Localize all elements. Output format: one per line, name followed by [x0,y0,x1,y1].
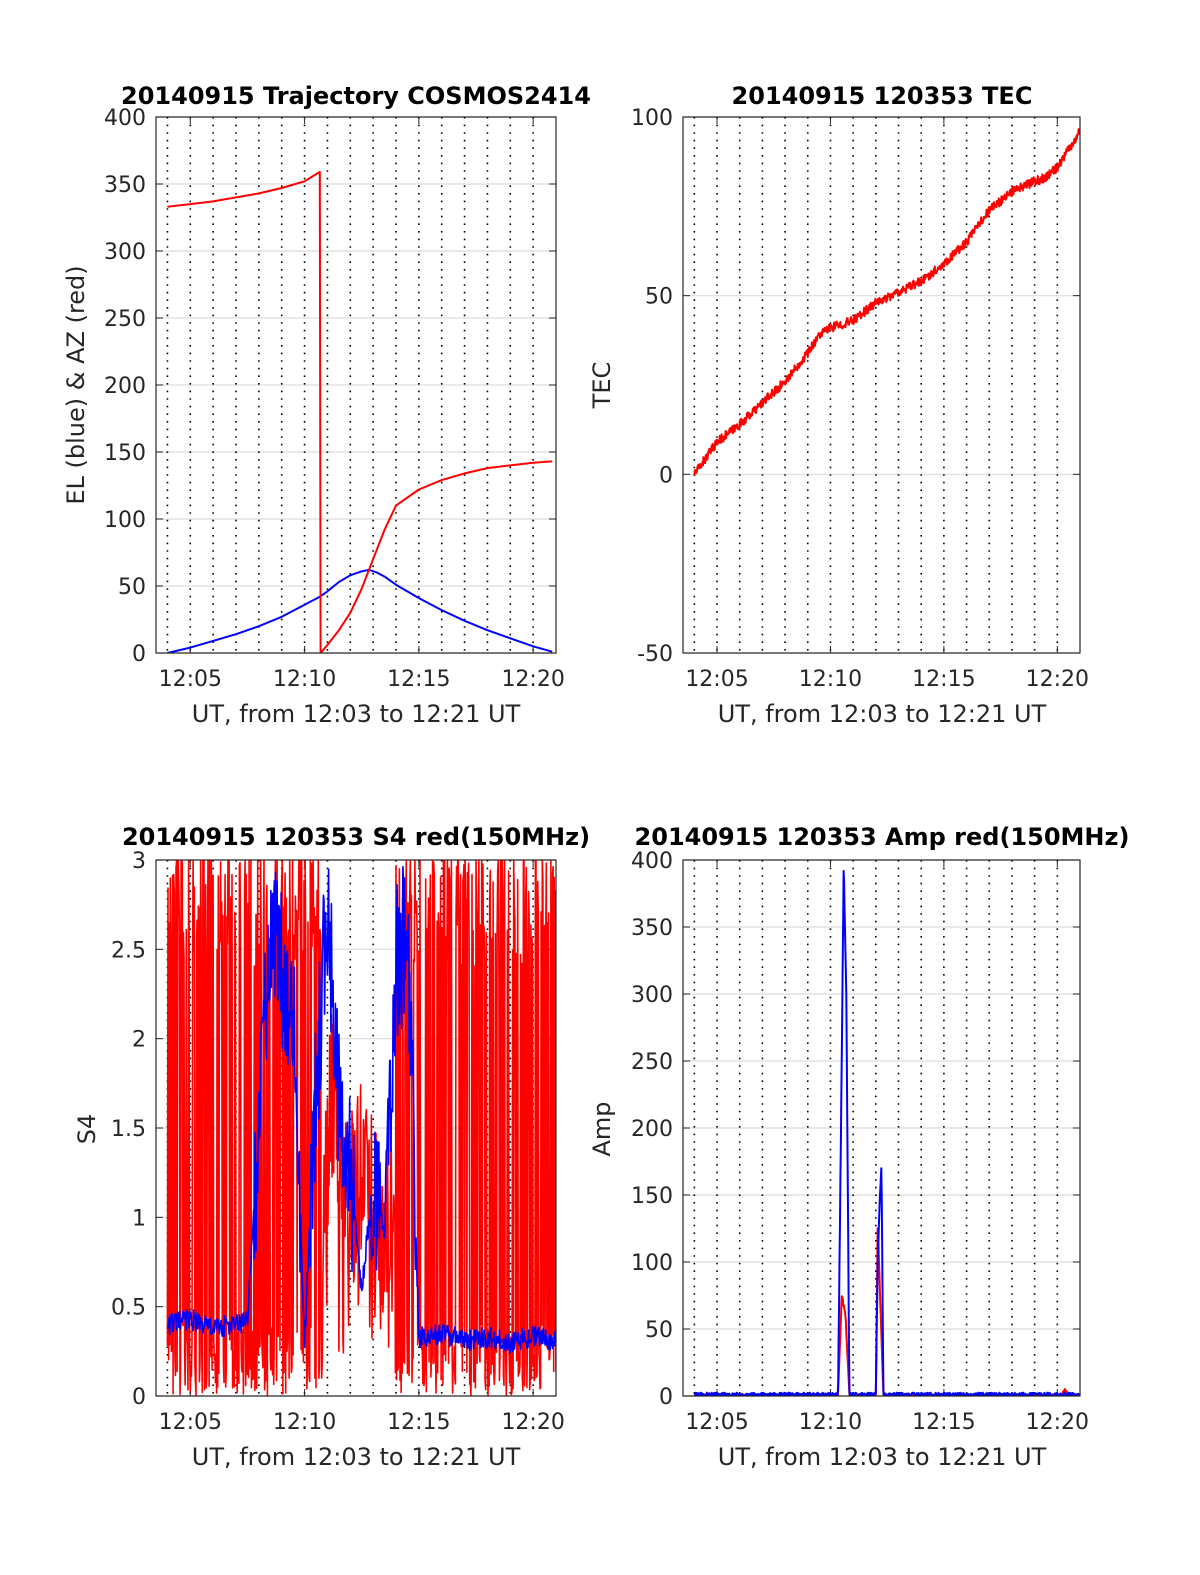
chart-title-trajectory: 20140915 Trajectory COSMOS2414 [121,82,591,110]
y-tick-label: 400 [631,849,673,874]
y-tick-label: 0 [659,463,673,488]
series-line-red [166,860,556,1396]
y-tick-label: 300 [104,240,146,265]
y-tick-label: 100 [631,1251,673,1276]
y-tick-label: 2.5 [111,938,146,963]
x-tick-label: 12:15 [912,667,975,692]
chart-title-s4: 20140915 120353 S4 red(150MHz) [122,823,590,851]
axes-frame [682,116,1081,654]
y-tick-label: 100 [631,106,673,131]
plot-area-trajectory: 0 50 100 150 200 250 300 350 400 12:05 12:10 12:15 1… [104,106,565,692]
y-tick-label: 400 [104,106,146,131]
x-tick-label: 12:15 [387,1410,450,1435]
y-tick-label: 50 [118,575,146,600]
y-tick-label: 150 [631,1184,673,1209]
x-tick-label: 12:20 [1026,667,1089,692]
panel-amp: 20140915 120353 Amp red(150MHz) UT, from… [588,823,1129,1471]
x-tick-label: 12:20 [501,667,564,692]
axes-frame [155,859,557,1397]
plot-area-amp: 0 50 100 150 200 250 300 350 400 12:05 12:10 12:15 1… [631,849,1089,1435]
x-tick-label: 12:20 [1026,1410,1089,1435]
y-tick-label: 200 [631,1117,673,1142]
y-tick-label: -50 [637,642,673,667]
panel-tec: 20140915 120353 TEC UT, from 12:03 to 12… [588,82,1089,728]
y-tick-label: 1 [132,1206,146,1231]
y-tick-label: 200 [104,374,146,399]
series-group [166,860,556,1396]
x-tick-label: 12:15 [387,667,450,692]
y-tick-label: 350 [104,173,146,198]
panel-trajectory: 20140915 Trajectory COSMOS2414 UT, from … [62,82,591,728]
x-tick-label: 12:05 [685,1410,748,1435]
y-tick-label: 150 [104,441,146,466]
y-tick-label: 50 [645,1318,673,1343]
panel-s4: 20140915 120353 S4 red(150MHz) UT, from … [73,823,590,1471]
y-tick-label: 350 [631,916,673,941]
y-axis-label-amp: Amp [588,1101,616,1156]
chart-title-amp: 20140915 120353 Amp red(150MHz) [635,823,1130,851]
x-tick-label: 12:05 [159,667,222,692]
series-line-red [167,170,553,653]
x-tick-label: 12:20 [501,1410,564,1435]
y-axis-label-s4: S4 [73,1114,101,1145]
x-tick-label: 12:05 [685,667,748,692]
x-tick-label: 12:10 [273,667,336,692]
y-tick-label: 300 [631,983,673,1008]
x-tick-label: 12:10 [273,1410,336,1435]
series-line-blue [167,568,553,653]
plot-area-s4: 0 0.5 1 1.5 2 2.5 3 12:05 12:10 12:15 12:20 [111,849,565,1435]
y-tick-label: 0 [132,642,146,667]
y-tick-label: 250 [631,1050,673,1075]
y-tick-label: 50 [645,285,673,310]
y-tick-label: 0 [132,1385,146,1410]
y-tick-label: 3 [132,849,146,874]
x-axis-label-amp: UT, from 12:03 to 12:21 UT [718,1443,1047,1471]
y-tick-label: 100 [104,508,146,533]
y-tick-label: 0.5 [111,1296,146,1321]
series-group [693,128,1080,477]
y-tick-label: 1.5 [111,1117,146,1142]
x-tick-label: 12:10 [799,667,862,692]
y-axis-label-tec: TEC [588,362,616,410]
y-axis-label-trajectory: EL (blue) & AZ (red) [62,265,90,504]
axes-frame [682,859,1081,1397]
axes-frame [155,116,557,654]
x-tick-label: 12:15 [912,1410,975,1435]
x-axis-label-trajectory: UT, from 12:03 to 12:21 UT [192,700,521,728]
x-tick-label: 12:05 [159,1410,222,1435]
x-axis-label-s4: UT, from 12:03 to 12:21 UT [192,1443,521,1471]
y-tick-label: 2 [132,1028,146,1053]
x-axis-label-tec: UT, from 12:03 to 12:21 UT [718,700,1047,728]
chart-title-tec: 20140915 120353 TEC [732,82,1033,110]
series-line-red [693,128,1080,477]
series-group [167,170,553,653]
series-line-blue [166,865,556,1354]
y-tick-label: 250 [104,307,146,332]
y-tick-label: 0 [659,1385,673,1410]
x-tick-label: 12:10 [799,1410,862,1435]
plot-area-tec: -50 0 50 100 12:05 12:10 12:15 12:20 [631,106,1089,692]
